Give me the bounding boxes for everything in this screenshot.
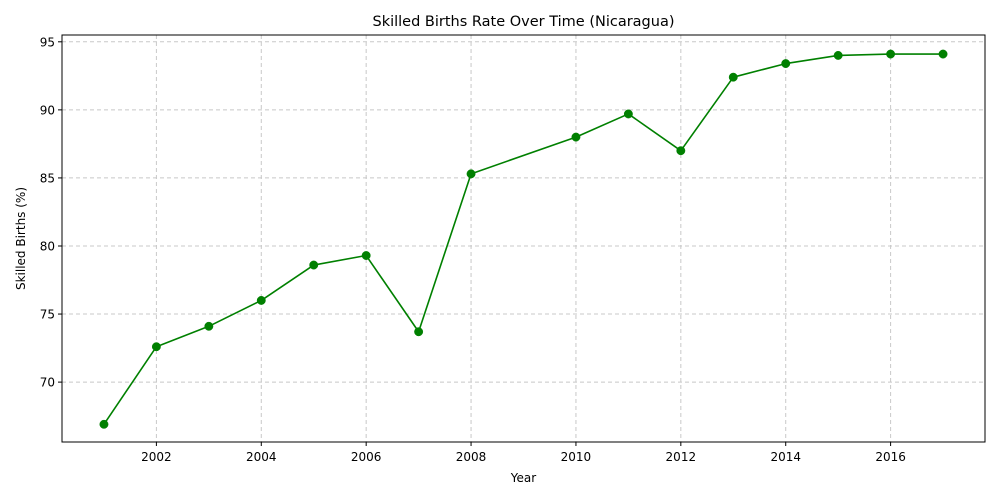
x-tick-label: 2004 [246, 450, 277, 464]
data-point [833, 50, 843, 60]
data-point [886, 49, 896, 59]
data-point [256, 295, 266, 305]
data-point [99, 419, 109, 429]
y-tick-label: 80 [40, 239, 55, 253]
grid [62, 35, 985, 442]
series-layer [99, 49, 948, 429]
y-tick-label: 70 [40, 376, 55, 390]
y-tick-label: 85 [40, 171, 55, 185]
x-tick-label: 2010 [561, 450, 592, 464]
y-axis-label: Skilled Births (%) [14, 187, 28, 290]
x-tick-label: 2012 [666, 450, 697, 464]
y-tick-label: 95 [40, 35, 55, 49]
ticks: 2002 2004 2006 2008 2010 2012 2014 2016 70 75 80 85… [40, 35, 906, 464]
data-point [676, 146, 686, 156]
data-point [361, 251, 371, 260]
chart-title: Skilled Births Rate Over Time (Nicaragua… [372, 14, 674, 30]
data-point [151, 342, 161, 352]
plot-background [62, 35, 985, 442]
x-tick-label: 2008 [456, 450, 487, 464]
data-point [938, 49, 948, 59]
data-point [571, 132, 581, 142]
x-axis-label: Year [510, 471, 536, 485]
data-point [728, 72, 738, 82]
data-point [414, 327, 424, 337]
data-point [309, 260, 319, 270]
x-tick-label: 2002 [141, 450, 172, 464]
data-point [623, 109, 633, 119]
data-point [781, 59, 791, 69]
data-point [466, 169, 476, 179]
y-tick-label: 75 [40, 308, 55, 322]
x-tick-label: 2006 [351, 450, 382, 464]
y-tick-label: 90 [40, 103, 55, 117]
plot-frame [61, 34, 986, 443]
data-point [204, 321, 214, 331]
series-line [103, 53, 944, 425]
x-tick-label: 2014 [770, 450, 801, 464]
x-tick-label: 2016 [875, 450, 906, 464]
